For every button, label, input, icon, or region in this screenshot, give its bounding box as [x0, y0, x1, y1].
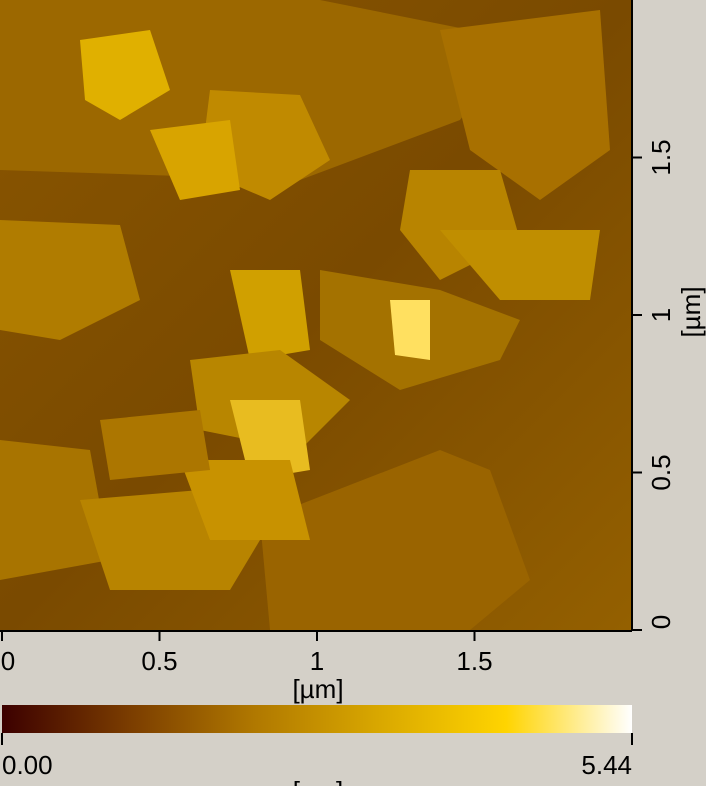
- y-axis-label: [µm]: [676, 286, 706, 337]
- y-tick-label: 0: [646, 615, 676, 629]
- x-axis-label: [µm]: [292, 674, 343, 704]
- colorbar-tick-label: 5.44: [581, 750, 632, 780]
- colorbar-label: [nm]: [293, 776, 344, 786]
- x-tick-label: 0.5: [141, 646, 177, 676]
- y-tick-label: 1.5: [646, 139, 676, 175]
- afm-image: [0, 0, 632, 630]
- x-tick-label: 0: [1, 646, 15, 676]
- colorbar-tick-label: 0.00: [2, 750, 53, 780]
- x-tick-label: 1: [310, 646, 324, 676]
- colorbar: [2, 705, 632, 733]
- y-tick-label: 1: [646, 308, 676, 322]
- x-tick-label: 1.5: [456, 646, 492, 676]
- y-tick-label: 0.5: [646, 454, 676, 490]
